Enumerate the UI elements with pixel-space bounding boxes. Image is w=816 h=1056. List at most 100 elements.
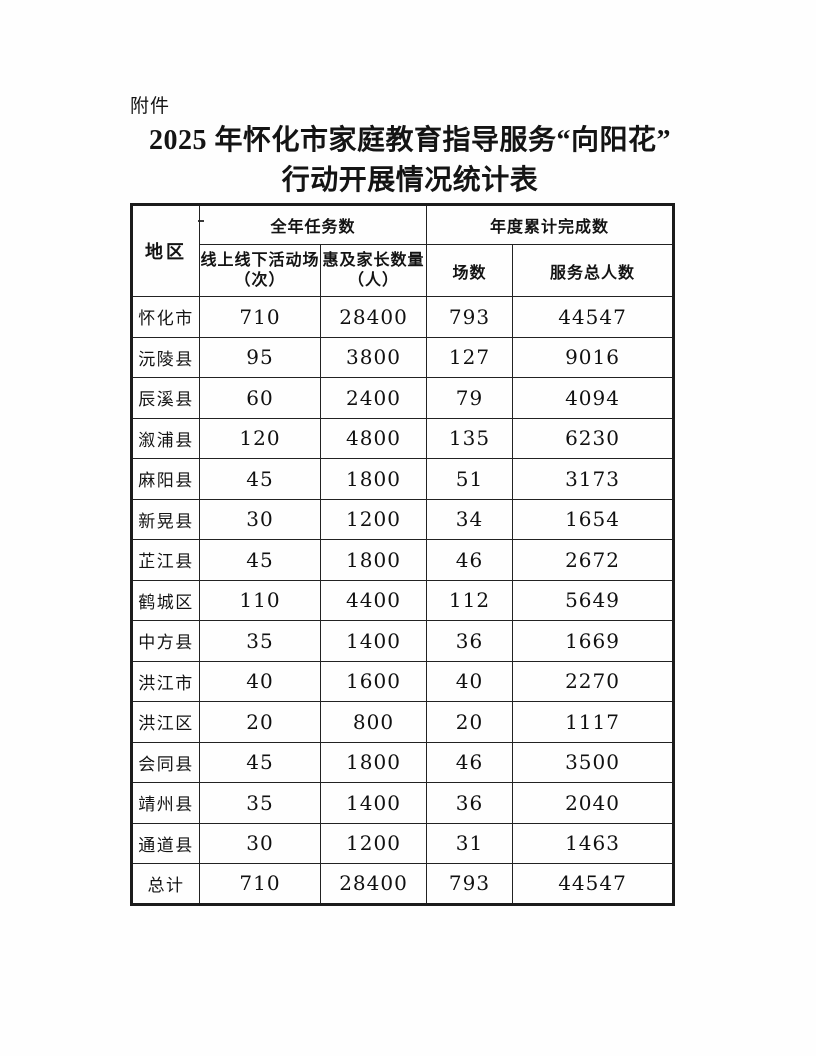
annual-activities-cell: 20: [199, 701, 321, 743]
region-cell: 辰溪县: [131, 377, 200, 419]
total-served-cell: 2040: [512, 782, 675, 824]
annual-activities-cell: 30: [199, 498, 321, 540]
region-cell: 鹤城区: [131, 579, 200, 621]
table-row: 会同县 45 1800 46 3500: [131, 741, 675, 783]
region-cell: 洪江区: [131, 701, 200, 743]
parents-benefited-cell: 3800: [319, 336, 428, 378]
total-served-cell: 2270: [512, 660, 675, 702]
annual-activities-cell: 710: [199, 863, 321, 905]
header-activities-line1: 线上线下活动场: [200, 251, 320, 269]
parents-benefited-cell: 1800: [319, 539, 428, 581]
parents-benefited-cell: 1400: [319, 782, 428, 824]
annual-activities-cell: 30: [199, 822, 321, 864]
sessions-completed-cell: 34: [426, 498, 514, 540]
table-row: 洪江区 20 800 20 1117: [131, 701, 675, 743]
region-cell: 洪江市: [131, 660, 200, 702]
attachment-label: 附件: [130, 96, 171, 117]
title-line-1: 2025 年怀化市家庭教育指导服务“向阳花”: [148, 125, 671, 156]
sessions-completed-cell: 40: [426, 660, 514, 702]
parents-benefited-cell: 1600: [319, 660, 428, 702]
annual-activities-cell: 60: [199, 377, 321, 419]
region-cell: 中方县: [131, 620, 200, 662]
annual-activities-cell: 35: [199, 620, 321, 662]
total-served-cell: 1463: [512, 822, 675, 864]
table-row: 洪江市 40 1600 40 2270: [131, 660, 675, 702]
header-activities: 线上线下活动场 （次）: [199, 244, 321, 297]
sessions-completed-cell: 46: [426, 539, 514, 581]
annual-activities-cell: 40: [199, 660, 321, 702]
table-row: 新晃县 30 1200 34 1654: [131, 498, 675, 540]
annual-activities-cell: 120: [199, 417, 321, 459]
table-row: 总计 710 28400 793 44547: [131, 863, 675, 905]
header-region: 地区: [131, 204, 200, 297]
parents-benefited-cell: 800: [319, 701, 428, 743]
total-served-cell: 5649: [512, 579, 675, 621]
annual-activities-cell: 45: [199, 539, 321, 581]
sessions-completed-cell: 79: [426, 377, 514, 419]
document-title: 2025 年怀化市家庭教育指导服务“向阳花” 行动开展情况统计表: [100, 121, 720, 201]
region-cell: 靖州县: [131, 782, 200, 824]
header-sub-row: 线上线下活动场 （次） 惠及家长数量 （人） 场数 服务总人数: [132, 244, 675, 297]
table-row: 沅陵县 95 3800 127 9016: [131, 336, 675, 378]
sessions-completed-cell: 36: [426, 782, 514, 824]
table-body: 怀化市 710 28400 793 44547 沅陵县 95 3800 127 …: [131, 296, 675, 905]
annual-activities-cell: 35: [199, 782, 321, 824]
sessions-completed-cell: 135: [426, 417, 514, 459]
table-row: 通道县 30 1200 31 1463: [131, 822, 675, 864]
annual-activities-cell: 45: [199, 741, 321, 783]
sessions-completed-cell: 793: [426, 296, 514, 338]
parents-benefited-cell: 1200: [319, 498, 428, 540]
sessions-completed-cell: 793: [426, 863, 514, 905]
header-group-row: 地区 全年任务数 年度累计完成数: [131, 204, 675, 297]
total-served-cell: 4094: [512, 377, 675, 419]
table-row: 溆浦县 120 4800 135 6230: [131, 417, 675, 459]
region-cell: 芷江县: [131, 539, 200, 581]
annual-activities-cell: 110: [199, 579, 321, 621]
sessions-completed-cell: 51: [426, 458, 514, 500]
sessions-completed-cell: 31: [426, 822, 514, 864]
table-row: 靖州县 35 1400 36 2040: [131, 782, 675, 824]
parents-benefited-cell: 28400: [319, 296, 428, 338]
region-cell: 新晃县: [131, 498, 200, 540]
statistics-table: 地区 全年任务数 年度累计完成数 线上线下活动场 （次） 惠及家长数量 （人） …: [130, 203, 676, 906]
total-served-cell: 2672: [512, 539, 675, 581]
region-cell: 通道县: [131, 822, 200, 864]
annual-activities-cell: 45: [199, 458, 321, 500]
parents-benefited-cell: 1800: [319, 741, 428, 783]
annual-activities-cell: 710: [199, 296, 321, 338]
parents-benefited-cell: 2400: [319, 377, 428, 419]
parents-benefited-cell: 4400: [319, 579, 428, 621]
table-row: 芷江县 45 1800 46 2672: [131, 539, 675, 581]
region-cell: 溆浦县: [131, 417, 200, 459]
sessions-completed-cell: 20: [426, 701, 514, 743]
region-cell: 怀化市: [131, 296, 200, 338]
sessions-completed-cell: 127: [426, 336, 514, 378]
header-parents-line2: （人）: [348, 271, 400, 289]
region-cell: 总计: [131, 863, 200, 905]
header-annual-completed-group: 年度累计完成数: [426, 204, 675, 245]
total-served-cell: 6230: [512, 417, 675, 459]
region-cell: 麻阳县: [131, 458, 200, 500]
table-row: 麻阳县 45 1800 51 3173: [131, 458, 675, 500]
title-line-2: 行动开展情况统计表: [281, 165, 539, 196]
parents-benefited-cell: 4800: [319, 417, 428, 459]
parents-benefited-cell: 1400: [319, 620, 428, 662]
header-parents-line1: 惠及家长数量: [322, 251, 425, 269]
total-served-cell: 9016: [512, 336, 675, 378]
header-activities-line2: （次）: [234, 271, 286, 289]
sessions-completed-cell: 112: [426, 579, 514, 621]
table-row: 辰溪县 60 2400 79 4094: [131, 377, 675, 419]
total-served-cell: 1654: [512, 498, 675, 540]
total-served-cell: 3500: [512, 741, 675, 783]
header-parents: 惠及家长数量 （人）: [319, 244, 428, 297]
table-row: 怀化市 710 28400 793 44547: [131, 296, 675, 338]
parents-benefited-cell: 1800: [319, 458, 428, 500]
total-served-cell: 3173: [512, 458, 675, 500]
total-served-cell: 1669: [512, 620, 675, 662]
header-total-served: 服务总人数: [512, 244, 675, 297]
header-annual-tasks-group: 全年任务数: [198, 204, 428, 245]
total-served-cell: 1117: [512, 701, 675, 743]
table-row: 鹤城区 110 4400 112 5649: [131, 579, 675, 621]
sessions-completed-cell: 36: [426, 620, 514, 662]
